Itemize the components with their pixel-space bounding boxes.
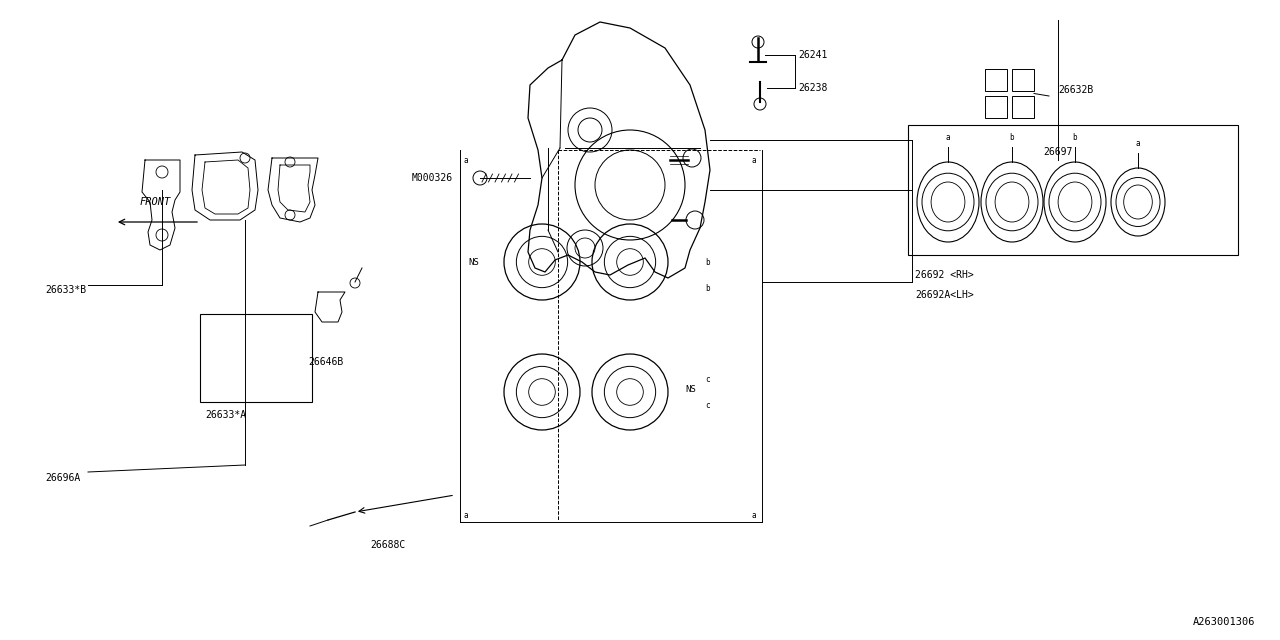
Text: 26633*A: 26633*A	[205, 410, 246, 420]
Bar	[908, 125, 1238, 255]
Text: b: b	[705, 284, 709, 292]
Text: A263001306: A263001306	[1193, 617, 1254, 627]
Bar	[1012, 96, 1034, 118]
Text: b: b	[1073, 133, 1078, 142]
Text: 26696A: 26696A	[45, 473, 81, 483]
Text: FRONT: FRONT	[140, 197, 170, 207]
Bar	[1012, 69, 1034, 91]
Text: NS: NS	[468, 257, 479, 266]
Text: 26692A<LH>: 26692A<LH>	[915, 290, 974, 300]
Text: 26688C: 26688C	[370, 540, 406, 550]
Text: 26697: 26697	[1043, 147, 1073, 157]
Text: M000326: M000326	[412, 173, 453, 183]
Text: a: a	[463, 511, 468, 520]
Text: a: a	[946, 133, 950, 142]
Text: 26238: 26238	[797, 83, 827, 93]
Bar	[986, 69, 1007, 91]
Text: a: a	[463, 156, 468, 164]
Text: 26632B: 26632B	[1059, 85, 1093, 95]
Text: c: c	[705, 401, 709, 410]
Bar	[200, 314, 312, 402]
Text: a: a	[753, 511, 756, 520]
Text: a: a	[753, 156, 756, 164]
Text: 26646B: 26646B	[308, 357, 343, 367]
Text: NS: NS	[685, 385, 696, 394]
Bar	[986, 96, 1007, 118]
Text: b: b	[1010, 133, 1014, 142]
Text: 26241: 26241	[797, 50, 827, 60]
Text: 26633*B: 26633*B	[45, 285, 86, 295]
Text: b: b	[705, 257, 709, 266]
Text: a: a	[1135, 139, 1140, 148]
Text: 26692 <RH>: 26692 <RH>	[915, 270, 974, 280]
Text: c: c	[705, 376, 709, 385]
